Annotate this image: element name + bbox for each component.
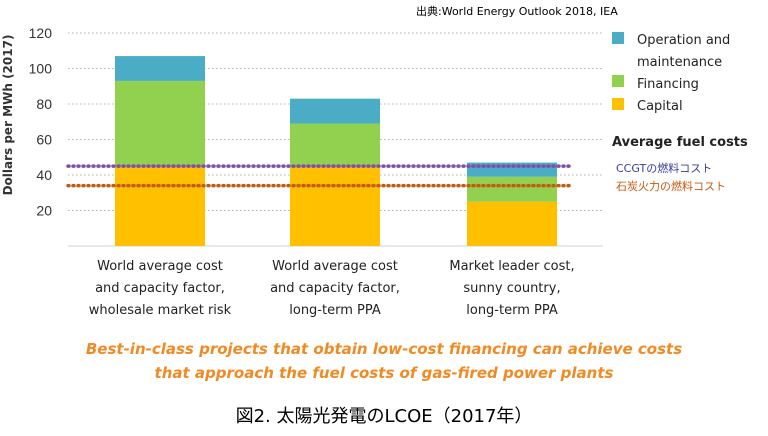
note: Best-in-class projects that obtain low-c… — [86, 340, 682, 382]
legend-swatch-om — [612, 32, 624, 44]
category-labels: World average cost and capacity factor, wh… — [89, 259, 575, 318]
coal-fuel-label: 石炭火力の燃料コスト — [616, 179, 726, 193]
y-tick-label: 20 — [36, 203, 52, 219]
bar-capital-3 — [467, 201, 557, 246]
y-tick-label: 80 — [36, 96, 52, 112]
legend-label-om: maintenance — [637, 55, 722, 70]
ccgt-fuel-label: CCGTの燃料コスト — [616, 161, 712, 175]
legend-label-capital: Capital — [637, 99, 683, 114]
legend: Operation and maintenance Financing Capital… — [612, 32, 748, 193]
category-label: long-term PPA — [289, 303, 381, 318]
y-tick-label: 120 — [29, 25, 53, 41]
category-label: World average cost — [272, 259, 398, 274]
category-label: Market leader cost, — [449, 259, 574, 274]
bar-om-1 — [115, 56, 205, 81]
legend-label-financing: Financing — [637, 77, 699, 92]
category-label: long-term PPA — [466, 303, 558, 318]
figure-caption: 図2. 太陽光発電のLCOE（2017年） — [236, 406, 533, 427]
y-tick-label: 100 — [29, 61, 53, 77]
reference-lines — [66, 164, 575, 188]
bar-om-2 — [290, 98, 380, 124]
category-label: World average cost — [97, 259, 223, 274]
bar-financing-2 — [290, 123, 380, 167]
legend-fuel-title: Average fuel costs — [612, 135, 748, 150]
bar-financing-3 — [467, 176, 557, 202]
legend-swatch-capital — [612, 98, 624, 110]
bar-capital-2 — [290, 166, 380, 246]
bar-financing-1 — [115, 80, 205, 167]
y-axis-label: Dollars per MWh (2017) — [1, 35, 15, 196]
category-label: sunny country, — [463, 281, 560, 296]
y-tick-label: 60 — [36, 132, 52, 148]
category-label: and capacity factor, — [95, 281, 225, 296]
bar-capital-1 — [115, 166, 205, 246]
y-tick-labels: 20 40 60 80 100 120 — [29, 25, 53, 219]
legend-label-om: Operation and — [637, 33, 730, 48]
y-tick-label: 40 — [36, 167, 52, 183]
note-line: that approach the fuel costs of gas-fire… — [155, 364, 614, 382]
note-line: Best-in-class projects that obtain low-c… — [86, 340, 682, 358]
legend-swatch-financing — [612, 75, 624, 87]
source-note: 出典:World Energy Outlook 2018, IEA — [416, 4, 618, 18]
bars — [115, 56, 557, 246]
category-label: wholesale market risk — [89, 303, 232, 318]
category-label: and capacity factor, — [270, 281, 400, 296]
